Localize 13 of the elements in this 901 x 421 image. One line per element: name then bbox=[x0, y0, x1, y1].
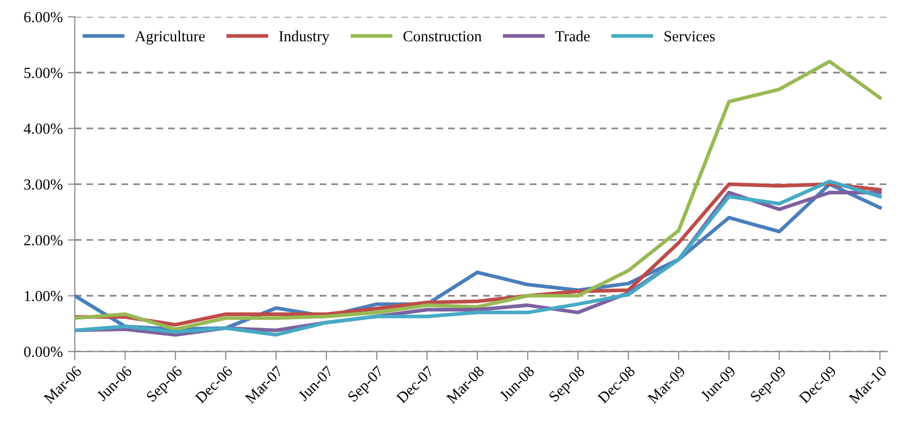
legend-label: Trade bbox=[555, 30, 590, 42]
line-series bbox=[74, 60, 882, 332]
y-tick-label: 0.00% bbox=[24, 346, 62, 358]
y-tick-label: 5.00% bbox=[24, 68, 62, 78]
y-tick-label: 6.00% bbox=[24, 12, 62, 22]
legend-label: Industry bbox=[279, 30, 330, 45]
y-tick-label: 2.00% bbox=[24, 235, 62, 246]
legend-label: Agriculture bbox=[134, 30, 205, 45]
y-tick-label: 3.00% bbox=[24, 179, 62, 190]
legend-label: Services bbox=[664, 31, 715, 42]
y-tick-label: 1.00% bbox=[24, 290, 62, 302]
legend-label: Construction bbox=[403, 31, 482, 42]
y-tick-label: 4.00% bbox=[24, 124, 62, 134]
